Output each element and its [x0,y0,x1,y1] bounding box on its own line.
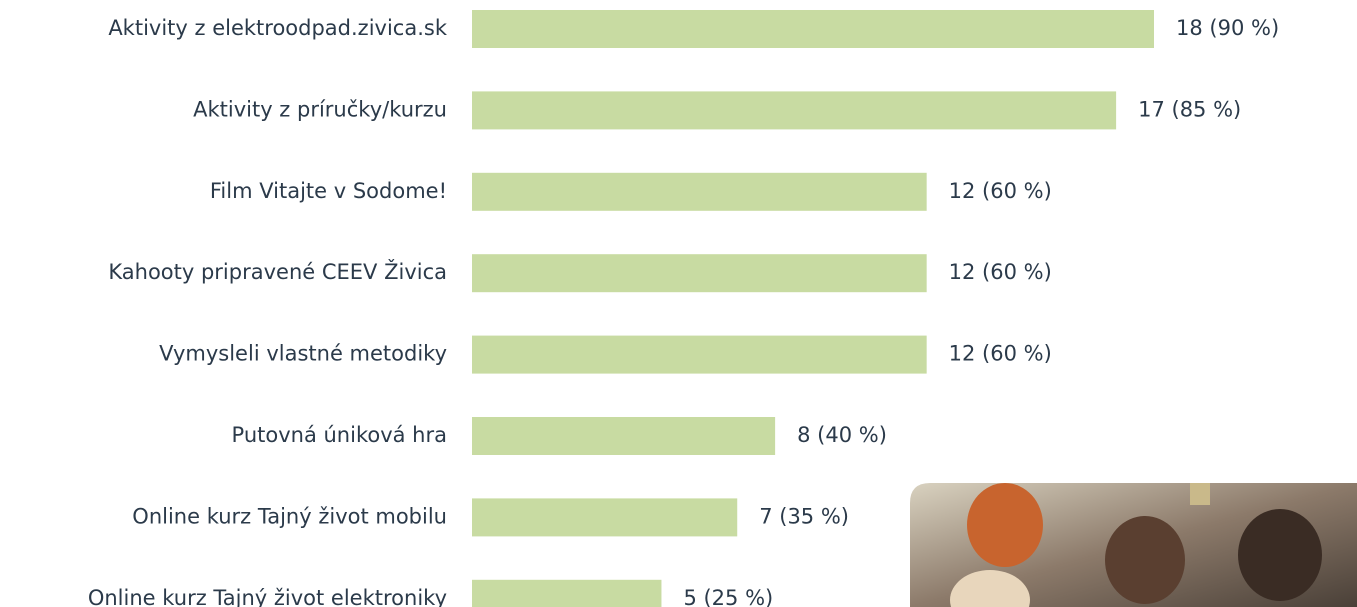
bar [472,417,775,455]
chart: Aktivity z elektroodpad.zivica.sk 18 (90 … [0,0,1357,607]
category-label: Online kurz Tajný život elektroniky [88,586,447,607]
value-label: 7 (35 %) [759,504,849,528]
category-label: Film Vitajte v Sodome! [210,179,447,203]
category-label: Kahooty pripravené CEEV Živica [108,259,447,284]
bar [472,498,737,536]
value-label: 12 (60 %) [949,260,1052,284]
category-label: Aktivity z príručky/kurzu [193,97,447,121]
bar [472,580,661,607]
value-label: 12 (60 %) [949,342,1052,366]
value-label: 8 (40 %) [797,423,887,447]
bar [472,173,927,211]
category-label: Online kurz Tajný život mobilu [132,504,447,528]
value-label: 5 (25 %) [683,586,773,607]
photo [910,483,1357,607]
category-label: Aktivity z elektroodpad.zivica.sk [108,16,448,40]
category-label: Vymysleli vlastné metodiky [159,342,447,366]
category-label: Putovná úniková hra [232,423,447,447]
value-label: 18 (90 %) [1176,16,1279,40]
value-label: 17 (85 %) [1138,97,1241,121]
bar [472,91,1116,129]
bar [472,10,1154,48]
bar [472,336,927,374]
value-label: 12 (60 %) [949,179,1052,203]
bar [472,254,927,292]
